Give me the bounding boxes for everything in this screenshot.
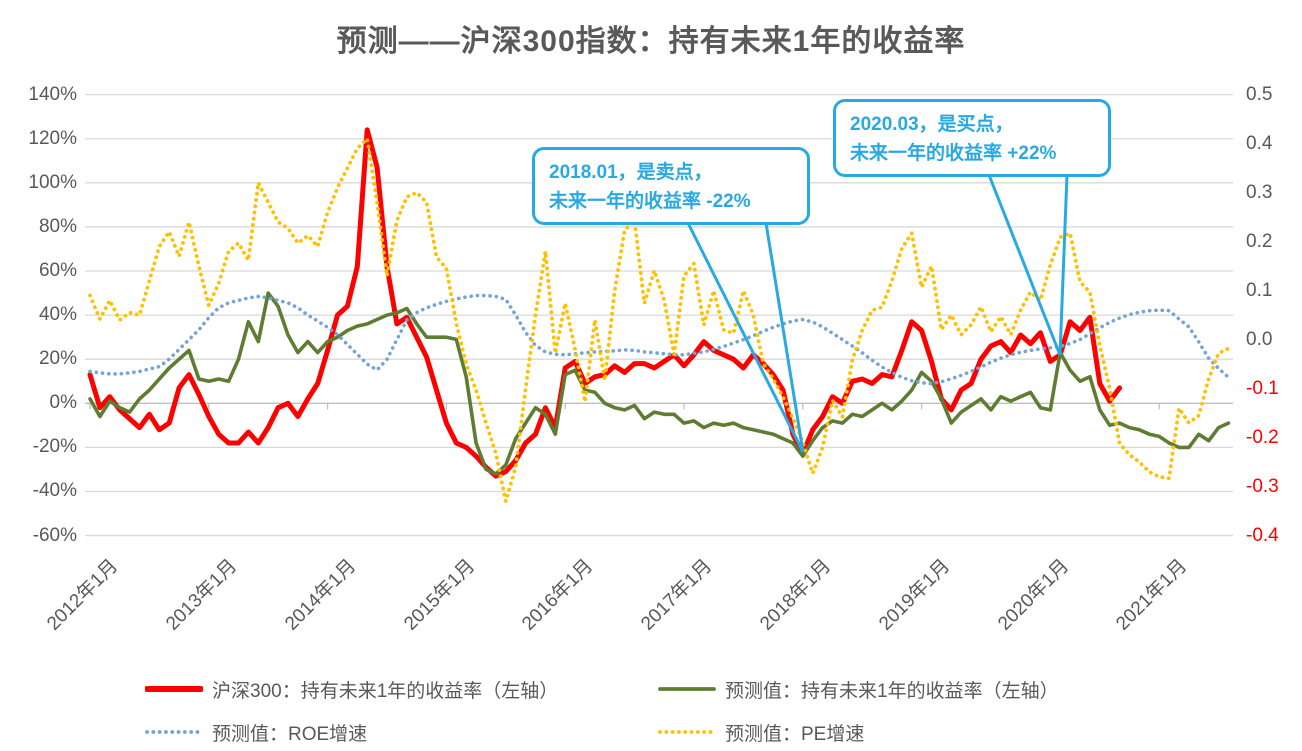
series-forecast_green [88, 291, 1231, 476]
right-axis-tick-label: 0.2 [1246, 230, 1273, 252]
right-axis-tick-label: -0.4 [1246, 524, 1279, 546]
legend-item-pe_yellow: 预测值：PE增速 [658, 719, 864, 745]
annotation-leader-line [987, 174, 1062, 356]
legend-swatch-solid [658, 687, 716, 691]
right-axis-tick-label: -0.1 [1246, 377, 1279, 399]
right-axis-tick-label: -0.2 [1246, 426, 1279, 448]
chart-legend: 沪深300：持有未来1年的收益率（左轴） 预测值：持有未来1年的收益率（左轴） 预测… [0, 666, 1302, 751]
legend-swatch-solid-thick [145, 686, 203, 692]
legend-swatch-dotted [658, 730, 716, 734]
series-roe_blue [88, 293, 1231, 386]
right-axis-tick-label: 0.1 [1246, 279, 1273, 301]
legend-label: 预测值：ROE增速 [212, 723, 368, 745]
legend-item-csi300_red: 沪深300：持有未来1年的收益率（左轴） [145, 676, 558, 702]
left-axis-tick-label: 40% [38, 304, 77, 326]
right-axis-tick-label: 0.4 [1246, 132, 1273, 154]
annotation-leader-line [764, 222, 805, 453]
annotation-sell-point-2018: 2018.01，是卖点， 未来一年的收益率 -22% [532, 147, 810, 225]
left-axis-tick-label: -40% [32, 480, 77, 502]
right-axis-tick-label: 0.0 [1246, 328, 1273, 350]
right-axis-tick-label: 0.5 [1246, 83, 1273, 105]
legend-item-forecast_green: 预测值：持有未来1年的收益率（左轴） [658, 676, 1059, 702]
left-axis-tick-label: 80% [38, 215, 77, 237]
annotation-leader-line [1058, 174, 1069, 356]
right-axis-tick-label: -0.3 [1246, 475, 1279, 497]
annotation-line: 未来一年的收益率 +22% [850, 143, 1057, 164]
left-axis-tick-label: 0% [49, 392, 77, 414]
left-axis-tick-label: -20% [32, 436, 77, 458]
annotation-line: 未来一年的收益率 -22% [549, 191, 751, 212]
annotation-buy-point-2020: 2020.03，是买点， 未来一年的收益率 +22% [833, 99, 1111, 177]
legend-label: 沪深300：持有未来1年的收益率（左轴） [212, 680, 559, 702]
annotation-leader-line [686, 222, 805, 453]
left-axis-tick-label: 100% [28, 171, 77, 193]
legend-swatch-dotted [145, 730, 203, 734]
legend-label: 预测值：PE增速 [725, 723, 865, 745]
right-axis-tick-label: 0.3 [1246, 181, 1273, 203]
left-axis-tick-label: -60% [32, 524, 77, 546]
chart-title: 预测——沪深300指数：持有未来1年的收益率 [336, 25, 966, 58]
left-axis-tick-label: 20% [38, 348, 77, 370]
annotation-line: 2020.03，是买点， [850, 114, 1014, 135]
left-axis-tick-label: 140% [28, 83, 77, 105]
left-axis-tick-label: 60% [38, 260, 77, 282]
legend-label: 预测值：持有未来1年的收益率（左轴） [725, 680, 1059, 702]
annotation-line: 2018.01，是卖点， [549, 162, 713, 183]
left-axis-tick-label: 120% [28, 127, 77, 149]
legend-item-roe_blue: 预测值：ROE增速 [145, 719, 367, 745]
